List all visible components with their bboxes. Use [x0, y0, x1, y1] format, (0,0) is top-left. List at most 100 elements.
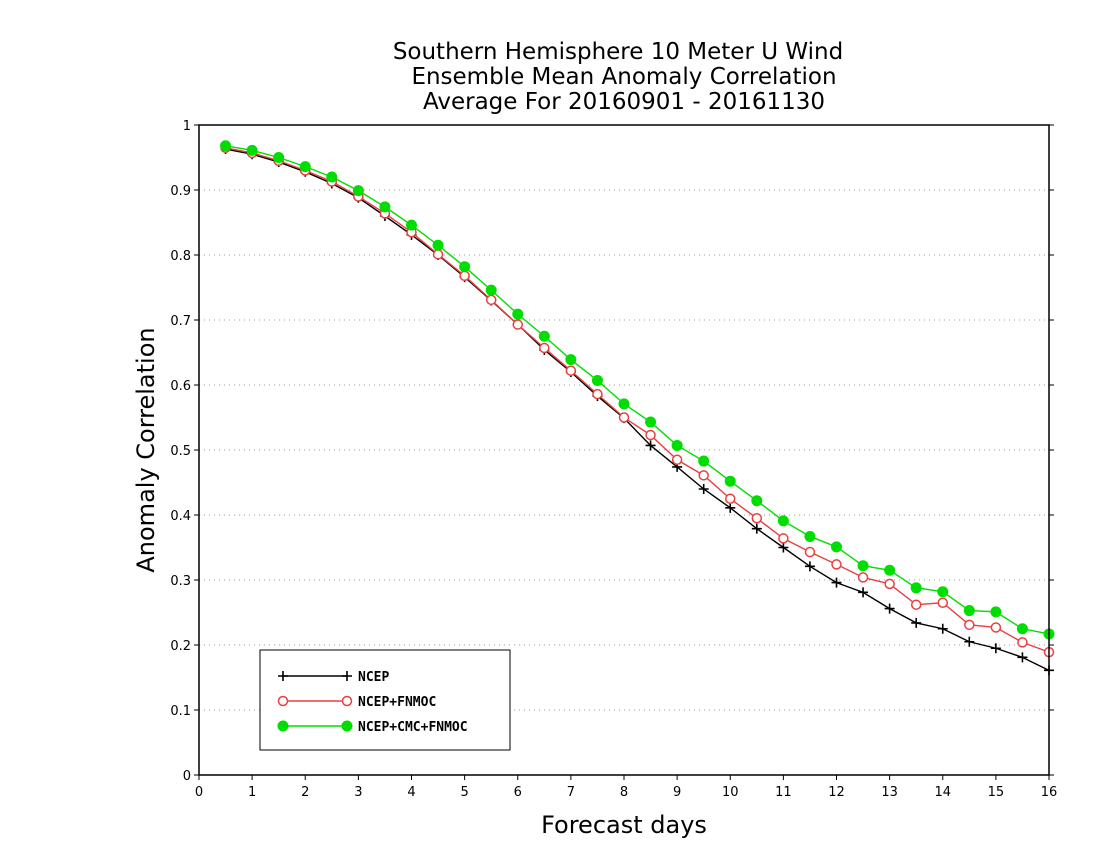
- data-point: [698, 484, 709, 494]
- x-tick-label: 6: [514, 785, 522, 800]
- data-point: [937, 597, 948, 608]
- data-point: [884, 578, 895, 590]
- data-point: [911, 617, 922, 628]
- data-point: [777, 515, 789, 527]
- legend-label: NCEP+CMC+FNMOC: [358, 720, 468, 735]
- legend: NCEP NCEP+FNMOC NCEP+CMC+FNMOC: [259, 649, 511, 751]
- legend-marker: [342, 671, 352, 681]
- data-point: [963, 605, 975, 617]
- data-point: [910, 582, 922, 594]
- data-point: [990, 606, 1002, 618]
- data-point: [724, 475, 736, 487]
- data-point: [432, 249, 444, 260]
- data-point: [831, 559, 842, 570]
- data-point: [432, 239, 444, 251]
- x-tick-label: 3: [354, 785, 362, 800]
- data-point: [804, 561, 815, 572]
- y-tick-label: 0.9: [170, 184, 191, 199]
- data-point: [379, 201, 391, 213]
- data-point: [910, 599, 922, 610]
- title-line-2: Ensemble Mean Anomaly Correlation: [411, 64, 836, 90]
- x-tick-label: 2: [301, 785, 309, 800]
- legend-box: [259, 649, 511, 751]
- legend-items: NCEP NCEP+FNMOC NCEP+CMC+FNMOC: [277, 670, 468, 735]
- x-tick-label: 12: [828, 785, 845, 800]
- series-line: [225, 145, 1050, 635]
- data-point: [778, 542, 789, 553]
- data-point: [884, 564, 896, 576]
- data-point: [512, 308, 524, 320]
- series-line: [225, 147, 1050, 653]
- data-point: [406, 219, 417, 231]
- data-point: [725, 493, 736, 504]
- y-axis-label: Anomaly Correlation: [132, 327, 160, 572]
- x-tick-label: 9: [673, 785, 681, 800]
- data-point: [751, 523, 762, 534]
- horizontal-gridlines: [199, 189, 1049, 711]
- title-line-3: Average For 20160901 - 20161130: [423, 89, 825, 115]
- data-point: [831, 541, 842, 553]
- data-point: [857, 572, 869, 583]
- legend-label: NCEP+FNMOC: [358, 695, 436, 710]
- data-point: [698, 455, 710, 467]
- data-point: [352, 185, 364, 197]
- data-point: [804, 546, 816, 558]
- x-tick-label: 15: [988, 785, 1005, 800]
- data-point: [459, 261, 471, 273]
- data-point: [778, 533, 789, 544]
- data-point: [671, 439, 683, 451]
- data-point: [565, 354, 577, 366]
- data-point: [273, 152, 285, 163]
- legend-marker: [277, 695, 289, 707]
- data-point: [645, 429, 656, 441]
- legend-marker: [277, 720, 289, 732]
- data-point: [299, 161, 311, 173]
- legend-marker: [341, 720, 353, 732]
- chart-title: Southern Hemisphere 10 Meter U Wind Ense…: [393, 39, 843, 115]
- data-point: [990, 643, 1001, 654]
- data-point: [645, 416, 657, 428]
- y-tick-label: 0.5: [170, 444, 191, 459]
- data-point: [512, 319, 523, 330]
- y-tick-label: 0.6: [170, 379, 191, 394]
- data-point: [591, 374, 603, 386]
- legend-item: NCEP+CMC+FNMOC: [277, 720, 468, 735]
- x-tick-label: 10: [722, 785, 739, 800]
- data-point: [937, 586, 949, 598]
- y-tick-label: 0.8: [170, 249, 191, 264]
- title-line-1: Southern Hemisphere 10 Meter U Wind: [393, 39, 843, 65]
- data-point: [618, 398, 630, 410]
- legend-label: NCEP: [358, 670, 389, 685]
- data-point: [645, 440, 656, 451]
- data-point: [964, 636, 975, 647]
- data-point: [964, 619, 975, 631]
- x-tick-label: 7: [567, 785, 575, 800]
- y-tick-label: 0.3: [170, 574, 191, 589]
- data-point: [831, 577, 842, 588]
- x-tick-label: 1: [248, 785, 256, 800]
- data-point: [698, 470, 709, 481]
- y-tick-label: 0.2: [170, 639, 191, 654]
- x-tick-label: 16: [1041, 785, 1058, 800]
- data-point: [246, 144, 258, 156]
- y-tick-label: 1: [183, 119, 191, 134]
- data-point: [459, 270, 470, 282]
- data-point: [1016, 623, 1028, 635]
- data-point: [618, 412, 630, 423]
- legend-item: NCEP: [278, 670, 389, 685]
- series-lines: [220, 140, 1055, 676]
- legend-item: NCEP+FNMOC: [277, 695, 436, 710]
- x-tick-label: 0: [195, 785, 203, 800]
- data-point: [990, 622, 1002, 633]
- x-tick-label: 5: [460, 785, 468, 800]
- data-point: [751, 495, 763, 507]
- y-tick-label: 0.1: [170, 704, 191, 719]
- data-point: [592, 388, 603, 400]
- plot-frame: [198, 124, 1050, 776]
- x-tick-label: 11: [775, 785, 792, 800]
- y-tick-label: 0.4: [170, 509, 191, 524]
- y-tick-label: 0.7: [170, 314, 191, 329]
- data-point: [1017, 637, 1028, 648]
- data-point: [538, 330, 550, 342]
